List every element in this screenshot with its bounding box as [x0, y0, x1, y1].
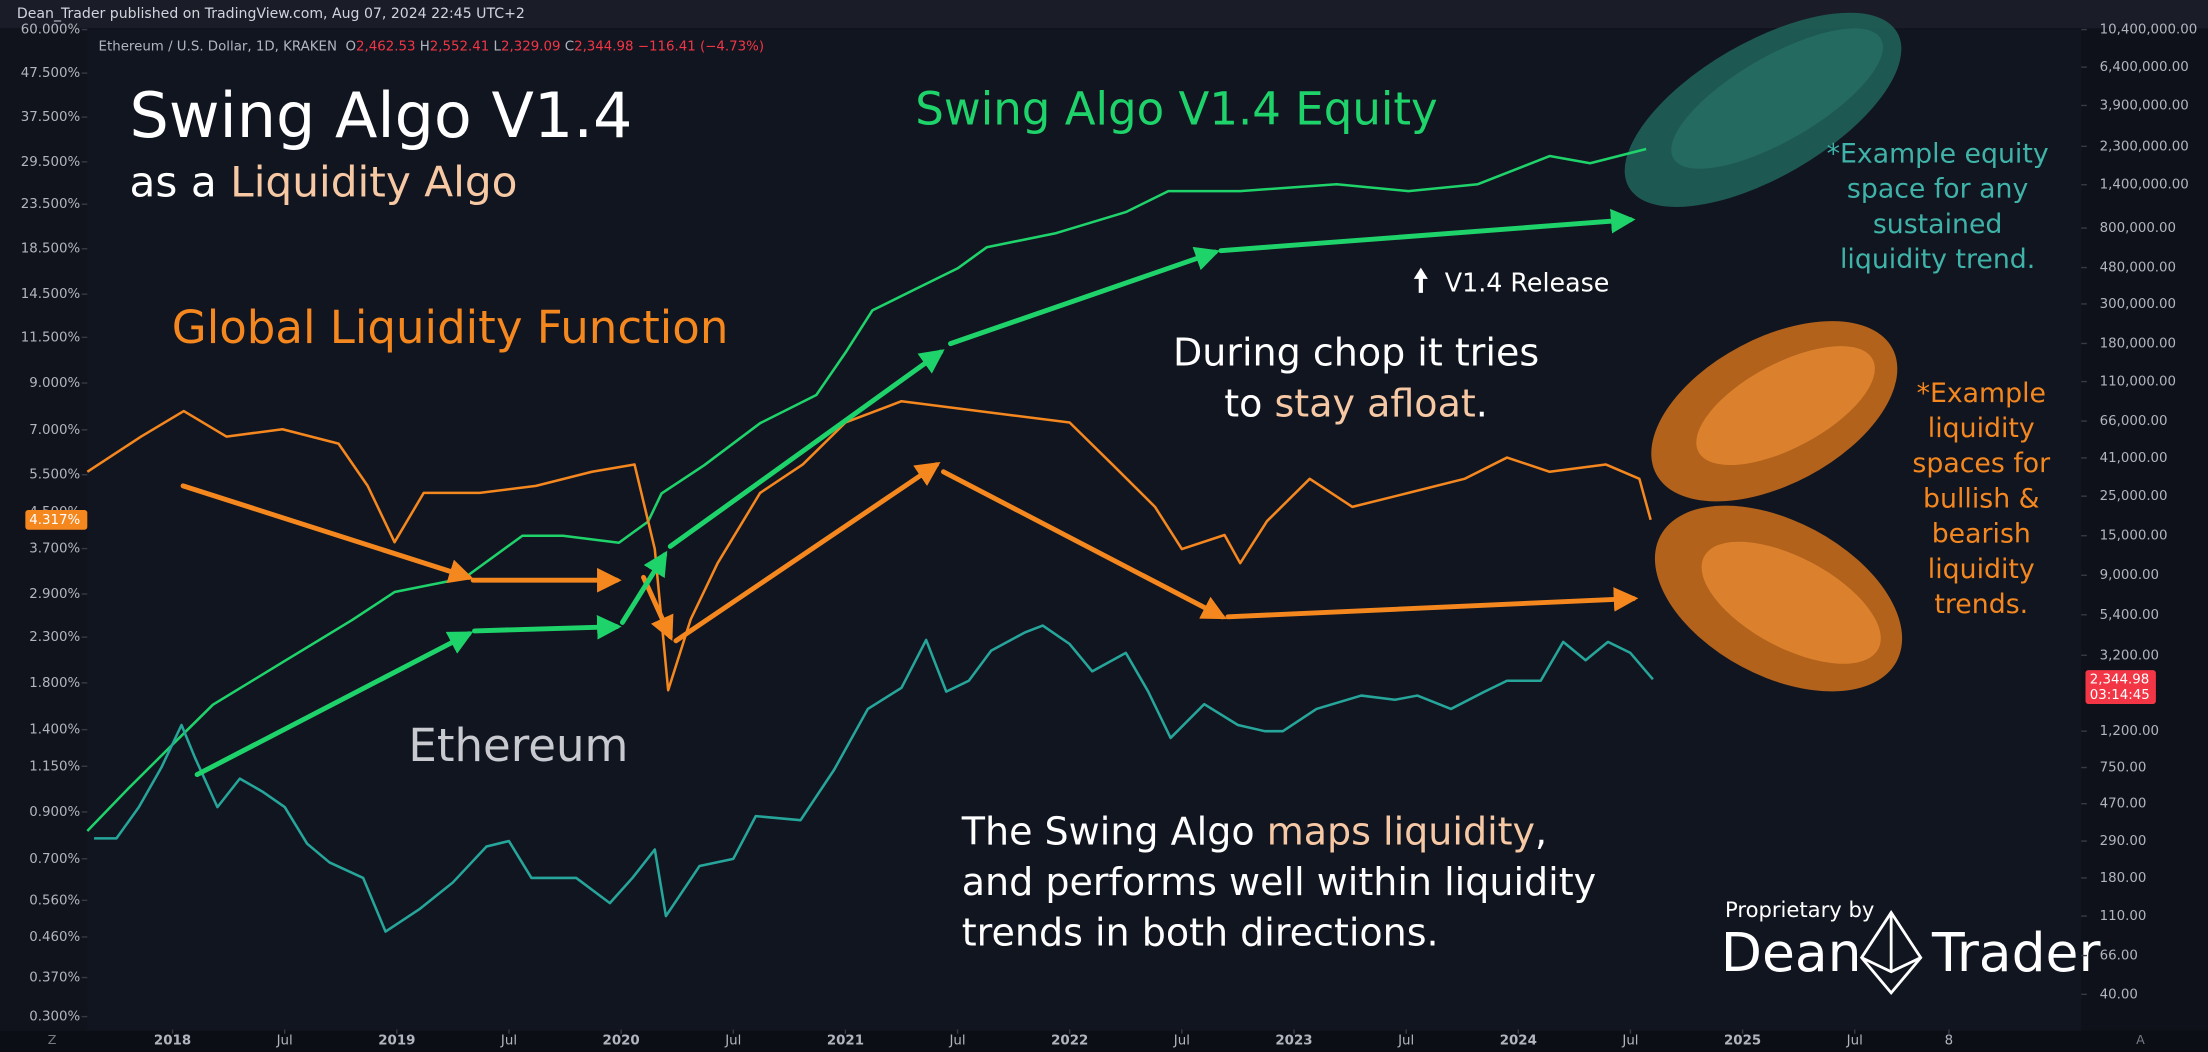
- brand-prefix: Proprietary by: [1725, 897, 1874, 922]
- chart: Dean_Trader published on TradingView.com…: [0, 0, 2208, 1052]
- y2-tick-label: 1,400,000.00: [2100, 178, 2189, 193]
- y2-tick-label: 750.00: [2100, 761, 2147, 776]
- equity-note: *Example equity: [1827, 138, 2049, 169]
- x-tick-label: 2019: [378, 1034, 415, 1049]
- y-tick-label: 0.700%: [29, 852, 80, 867]
- x-tick-label: Jul: [948, 1034, 965, 1049]
- y-tick-label: 11.500%: [21, 330, 80, 345]
- x-axis-panel: [0, 1031, 2208, 1052]
- x-tick-label: 2020: [603, 1034, 640, 1049]
- x-tick-label: 8: [1945, 1034, 1953, 1049]
- y-tick-label: 29.500%: [21, 155, 80, 170]
- y2-tick-label: 9,000.00: [2100, 568, 2159, 583]
- y-tick-label: 0.900%: [29, 805, 80, 820]
- maps-note: and performs well within liquidity: [962, 860, 1596, 904]
- y2-tick-label: 66,000.00: [2100, 414, 2168, 429]
- x-tick-label: 2024: [1500, 1034, 1537, 1049]
- x-tick-label: Jul: [500, 1034, 517, 1049]
- liquidity-note: spaces for: [1912, 448, 2050, 479]
- y2-tick-label: 2,300,000.00: [2100, 139, 2189, 154]
- chop-note: During chop it tries: [1173, 330, 1539, 374]
- y-tick-label: 7.000%: [29, 423, 80, 438]
- y2-tick-label: 5,400.00: [2100, 608, 2159, 623]
- y2-tick-label: 15,000.00: [2100, 529, 2168, 544]
- liquidity-note: trends.: [1934, 589, 2028, 620]
- x-tick-label: 2023: [1275, 1034, 1312, 1049]
- brand-name: Dean: [1721, 921, 1862, 984]
- x-tick-label: 2018: [154, 1034, 191, 1049]
- y-tick-label: 2.300%: [29, 630, 80, 645]
- series-label: Ethereum: [408, 719, 628, 772]
- equity-note: sustained: [1873, 209, 2003, 240]
- y-tick-label: 23.500%: [21, 197, 80, 212]
- countdown-label: 03:14:45: [2090, 688, 2150, 703]
- equity-note: space for any: [1847, 174, 2029, 205]
- y-tick-label: 0.460%: [29, 930, 80, 945]
- x-tick-label: Jul: [724, 1034, 741, 1049]
- liquidity-note: liquidity: [1928, 554, 2035, 585]
- y-tick-label: 1.400%: [29, 723, 80, 738]
- x-tick-label: 2025: [1724, 1034, 1761, 1049]
- y2-tick-label: 3,200.00: [2100, 648, 2159, 663]
- y-tick-label: 1.800%: [29, 676, 80, 691]
- scale-button[interactable]: Z: [48, 1032, 57, 1047]
- y-tick-label: 14.500%: [21, 287, 80, 302]
- y-tick-label: 18.500%: [21, 242, 80, 257]
- x-tick-label: Jul: [1846, 1034, 1863, 1049]
- equity-note: liquidity trend.: [1840, 244, 2035, 275]
- symbol-legend: Ethereum / U.S. Dollar, 1D, KRAKEN O2,46…: [99, 39, 764, 54]
- liquidity-note: bearish: [1932, 519, 2031, 550]
- y-tick-label: 60.000%: [21, 23, 80, 38]
- y-tick-label: 1.150%: [29, 759, 80, 774]
- y-tick-label: 2.900%: [29, 587, 80, 602]
- y-tick-label: 3.700%: [29, 542, 80, 557]
- y2-tick-label: 25,000.00: [2100, 489, 2168, 504]
- y2-tick-label: 470.00: [2100, 797, 2147, 812]
- y2-tick-label: 41,000.00: [2100, 451, 2168, 466]
- y2-tick-label: 290.00: [2100, 834, 2147, 849]
- x-tick-label: 2021: [827, 1034, 864, 1049]
- y-tick-label: 0.370%: [29, 971, 80, 986]
- maps-note: The Swing Algo maps liquidity,: [961, 809, 1547, 853]
- y2-tick-label: 3,900,000.00: [2100, 98, 2189, 113]
- scale-button[interactable]: A: [2136, 1032, 2145, 1047]
- y2-tick-label: 180,000.00: [2100, 336, 2176, 351]
- y-tick-label: 37.500%: [21, 110, 80, 125]
- y2-tick-label: 66.00: [2100, 949, 2138, 964]
- liquidity-note: liquidity: [1928, 413, 2035, 444]
- title: Swing Algo V1.4: [130, 79, 633, 152]
- y2-tick-label: 110,000.00: [2100, 375, 2176, 390]
- y-tick-label: 9.000%: [29, 376, 80, 391]
- series-label: Global Liquidity Function: [172, 301, 729, 354]
- x-tick-label: Jul: [276, 1034, 293, 1049]
- last-value-label: 2,344.98: [2090, 672, 2149, 687]
- brand-name: Trader: [1931, 921, 2100, 984]
- y2-tick-label: 480,000.00: [2100, 261, 2176, 276]
- last-value-label: 4.317%: [29, 513, 80, 528]
- chop-note: to stay afloat.: [1224, 381, 1488, 425]
- y2-tick-label: 800,000.00: [2100, 221, 2176, 236]
- publisher: Dean_Trader published on TradingView.com…: [17, 6, 525, 22]
- y-tick-label: 0.300%: [29, 1010, 80, 1025]
- y2-tick-label: 10,400,000.00: [2100, 23, 2198, 38]
- liquidity-note: bullish &: [1923, 483, 2040, 514]
- release-label: V1.4 Release: [1445, 267, 1610, 297]
- maps-note: trends in both directions.: [962, 911, 1439, 955]
- y2-tick-label: 180.00: [2100, 871, 2147, 886]
- liquidity-note: *Example: [1917, 378, 2046, 409]
- y-tick-label: 47.500%: [21, 66, 80, 81]
- x-tick-label: 2022: [1051, 1034, 1088, 1049]
- x-tick-label: Jul: [1397, 1034, 1414, 1049]
- y2-tick-label: 1,200.00: [2100, 724, 2159, 739]
- y2-tick-label: 40.00: [2100, 987, 2138, 1002]
- y-tick-label: 5.500%: [29, 468, 80, 483]
- series-label: Swing Algo V1.4 Equity: [915, 83, 1437, 136]
- y2-tick-label: 110.00: [2100, 909, 2147, 924]
- y2-tick-label: 6,400,000.00: [2100, 60, 2189, 75]
- y2-tick-label: 300,000.00: [2100, 297, 2176, 312]
- x-tick-label: Jul: [1621, 1034, 1638, 1049]
- x-tick-label: Jul: [1173, 1034, 1190, 1049]
- y-tick-label: 0.560%: [29, 893, 80, 908]
- subtitle: as a Liquidity Algo: [130, 157, 518, 206]
